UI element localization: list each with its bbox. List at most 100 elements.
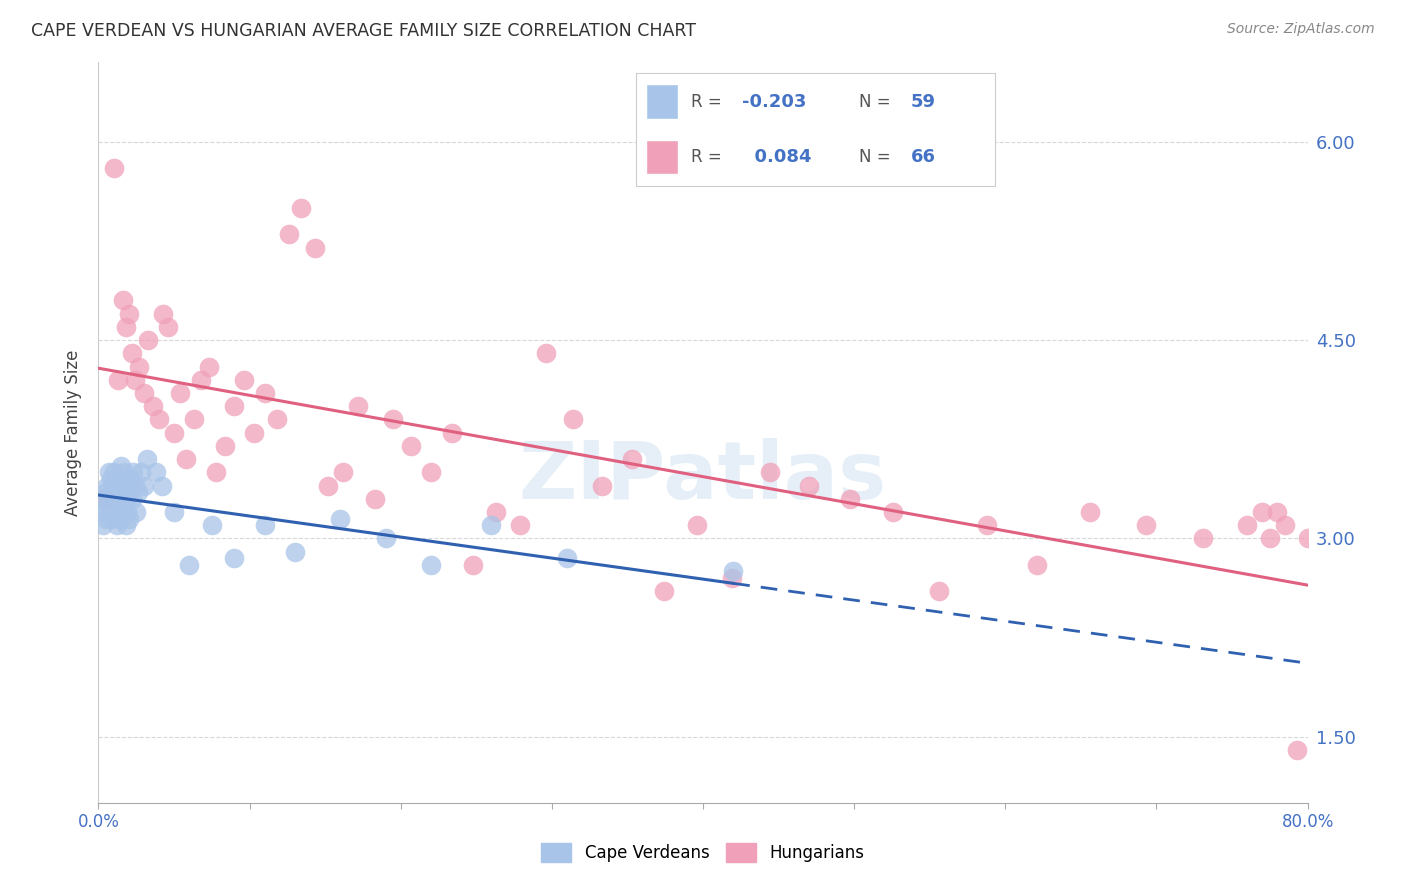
- Point: [463, 558, 485, 572]
- Point: [114, 491, 136, 506]
- Point: [108, 511, 131, 525]
- Point: [101, 485, 124, 500]
- Point: [121, 491, 143, 506]
- Point: [1192, 532, 1215, 546]
- Point: [562, 412, 585, 426]
- Point: [1285, 743, 1308, 757]
- Point: [1236, 518, 1258, 533]
- Point: [620, 452, 643, 467]
- Point: [720, 571, 742, 585]
- Point: [290, 201, 312, 215]
- Text: ZIPatlas: ZIPatlas: [519, 438, 887, 516]
- Point: [91, 518, 114, 533]
- Point: [797, 478, 820, 492]
- Point: [107, 485, 129, 500]
- Point: [125, 505, 148, 519]
- Point: [112, 465, 135, 479]
- Text: 59: 59: [911, 93, 935, 111]
- Point: [304, 240, 326, 254]
- Point: [96, 478, 118, 492]
- Point: [420, 465, 443, 479]
- Point: [108, 472, 131, 486]
- Text: R =: R =: [692, 93, 721, 111]
- Point: [591, 478, 613, 492]
- Point: [1251, 505, 1274, 519]
- Point: [224, 399, 246, 413]
- Point: [1258, 532, 1281, 546]
- Point: [163, 505, 186, 519]
- Point: [190, 373, 212, 387]
- Point: [1267, 505, 1289, 519]
- Point: [104, 499, 127, 513]
- Point: [284, 544, 307, 558]
- Point: [107, 373, 129, 387]
- Point: [197, 359, 219, 374]
- Point: [1296, 532, 1319, 546]
- Text: N =: N =: [859, 148, 891, 166]
- Point: [686, 518, 709, 533]
- Point: [723, 565, 745, 579]
- Point: [142, 399, 165, 413]
- Point: [120, 472, 142, 486]
- Point: [121, 346, 143, 360]
- Point: [114, 518, 136, 533]
- Point: [118, 485, 141, 500]
- Text: 66: 66: [911, 148, 935, 166]
- Point: [124, 478, 146, 492]
- Text: -0.203: -0.203: [742, 93, 807, 111]
- Point: [100, 491, 122, 506]
- Point: [1274, 518, 1296, 533]
- Point: [94, 491, 117, 506]
- Point: [205, 465, 228, 479]
- Point: [232, 373, 254, 387]
- Point: [118, 307, 141, 321]
- Point: [105, 478, 128, 492]
- Point: [179, 558, 201, 572]
- Point: [98, 505, 121, 519]
- Point: [110, 458, 132, 473]
- Point: [104, 491, 127, 506]
- Point: [98, 465, 121, 479]
- Point: [1078, 505, 1101, 519]
- Point: [183, 412, 205, 426]
- Text: CAPE VERDEAN VS HUNGARIAN AVERAGE FAMILY SIZE CORRELATION CHART: CAPE VERDEAN VS HUNGARIAN AVERAGE FAMILY…: [31, 22, 696, 40]
- Point: [129, 465, 152, 479]
- Point: [1026, 558, 1049, 572]
- Text: 0.084: 0.084: [742, 148, 811, 166]
- Point: [94, 485, 117, 500]
- Point: [163, 425, 186, 440]
- Point: [114, 319, 136, 334]
- Point: [882, 505, 904, 519]
- Legend: Cape Verdeans, Hungarians: Cape Verdeans, Hungarians: [534, 836, 872, 869]
- Point: [534, 346, 557, 360]
- Text: R =: R =: [692, 148, 721, 166]
- Point: [103, 161, 125, 176]
- Point: [103, 465, 125, 479]
- Point: [332, 465, 354, 479]
- Point: [481, 518, 503, 533]
- Point: [485, 505, 508, 519]
- Point: [243, 425, 266, 440]
- Point: [105, 518, 128, 533]
- Point: [148, 412, 170, 426]
- Point: [118, 511, 141, 525]
- Point: [110, 491, 132, 506]
- Point: [156, 319, 179, 334]
- Point: [136, 333, 159, 347]
- Point: [420, 558, 443, 572]
- Point: [100, 472, 122, 486]
- Point: [90, 505, 112, 519]
- Point: [838, 491, 860, 506]
- Point: [94, 511, 117, 525]
- FancyBboxPatch shape: [647, 86, 676, 118]
- Point: [509, 518, 531, 533]
- Point: [382, 412, 405, 426]
- FancyBboxPatch shape: [637, 72, 994, 186]
- Point: [364, 491, 387, 506]
- Point: [111, 293, 134, 308]
- Point: [150, 478, 173, 492]
- Point: [111, 505, 134, 519]
- Point: [169, 386, 191, 401]
- Point: [107, 505, 129, 519]
- Point: [329, 511, 352, 525]
